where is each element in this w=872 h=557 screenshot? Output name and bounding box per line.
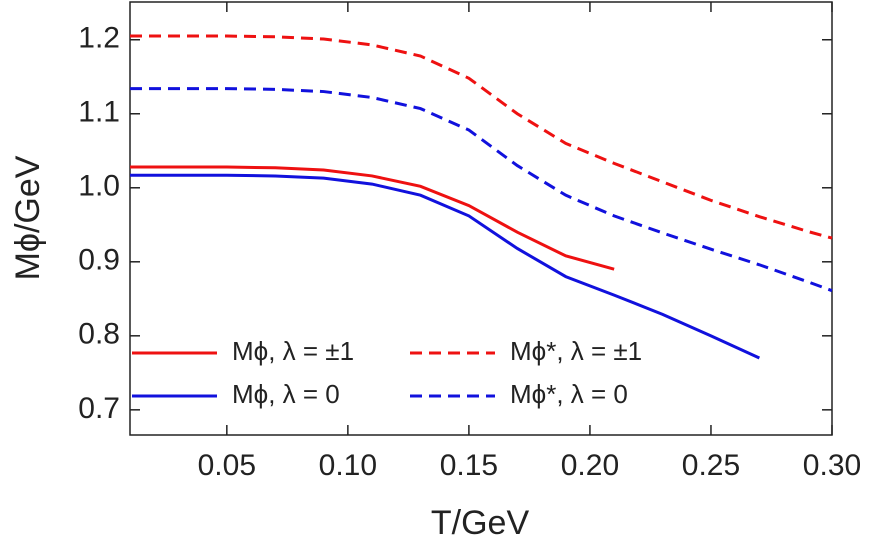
y-tick-label: 0.9 <box>78 244 120 277</box>
legend-label: Mϕ, λ = ±1 <box>232 336 354 366</box>
series-line <box>130 173 761 360</box>
series-line <box>130 165 615 271</box>
x-tick-label: 0.15 <box>440 449 498 482</box>
y-tick-label: 1.1 <box>78 96 120 129</box>
x-tick-label: 0.30 <box>803 449 861 482</box>
y-tick-label: 0.7 <box>78 392 120 425</box>
y-tick-label: 1.0 <box>78 170 120 203</box>
x-tick-label: 0.05 <box>198 449 256 482</box>
x-tick-label: 0.25 <box>682 449 740 482</box>
x-tick-label: 0.10 <box>319 449 377 482</box>
x-tick-label: 0.20 <box>561 449 619 482</box>
legend-label: Mϕ, λ = 0 <box>232 379 340 409</box>
series-line <box>130 87 833 293</box>
series-line <box>130 34 833 240</box>
y-tick-label: 0.8 <box>78 318 120 351</box>
legend-label: Mϕ*, λ = ±1 <box>510 336 642 366</box>
x-axis-label: T/GeV <box>431 504 530 542</box>
plot-frame <box>129 1 833 436</box>
y-axis-label: Mϕ/GeV <box>9 155 47 280</box>
legend-label: Mϕ*, λ = 0 <box>510 379 628 409</box>
y-tick-label: 1.2 <box>78 22 120 55</box>
